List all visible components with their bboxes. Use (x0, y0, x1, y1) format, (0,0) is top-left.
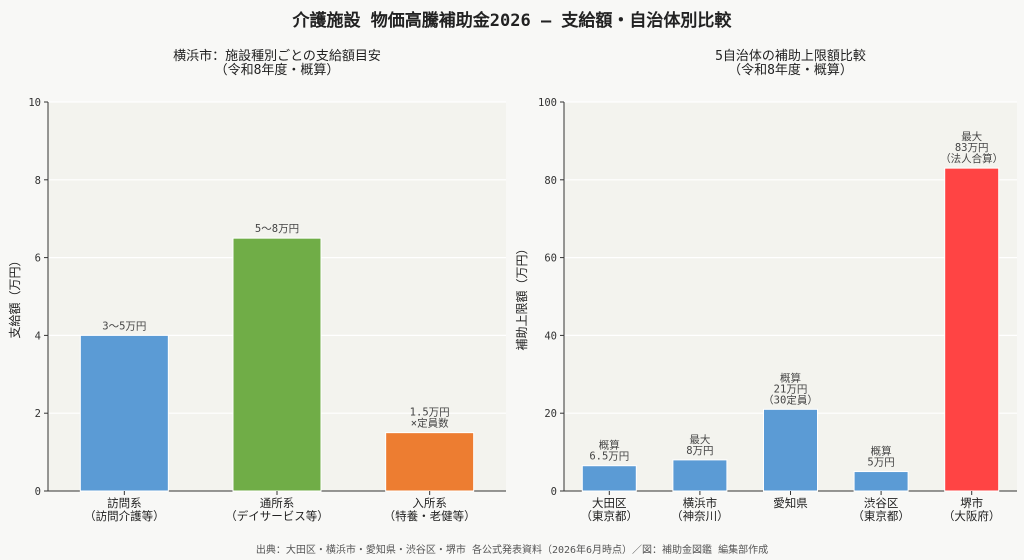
x-tick-label: 愛知県 (773, 496, 808, 510)
x-tick-label: （特養・老健等） (384, 509, 476, 523)
data-label: 83万円 (955, 142, 989, 154)
y-tick-label: 10 (28, 97, 41, 109)
y-tick-label: 60 (544, 253, 557, 265)
y-tick-label: 2 (35, 408, 41, 420)
y-tick-label: 100 (538, 97, 557, 109)
x-tick-label: （大阪府） (943, 509, 1001, 523)
x-tick-label: 堺市 (960, 496, 983, 510)
panel-title: （令和8年度・概算） (215, 62, 340, 78)
x-tick-label: （東京都） (852, 509, 910, 523)
bar (853, 471, 909, 492)
bar (763, 408, 818, 492)
data-label: 5〜8万円 (255, 223, 299, 235)
bar (672, 459, 728, 492)
panel-title: 横浜市：施設種別ごとの支給額目安 (173, 48, 381, 64)
data-label: 8万円 (686, 445, 713, 457)
y-tick-label: 20 (544, 408, 557, 420)
bar (385, 432, 475, 492)
figure-title: 介護施設 物価高騰補助金2026 ― 支給額・自治体別比較 (292, 11, 732, 31)
data-label: （法人合算） (940, 152, 1003, 165)
data-label: 概算 (871, 445, 892, 458)
data-label: 6.5万円 (589, 451, 629, 463)
chart-panel-1: 0 2 4 6 8 10 横浜市：施設種別ごとの支給額目安（令和8年度・概算） 支給額（万円）… (8, 48, 506, 523)
source-footer: 出典：大田区・横浜市・愛知県・渋谷区・堺市 各公式発表資料（2026年6月時点）… (255, 545, 769, 556)
bar (581, 465, 637, 492)
y-tick-label: 80 (544, 175, 557, 187)
y-tick-label: 0 (551, 486, 557, 498)
y-tick-label: 0 (35, 486, 41, 498)
y-axis-label: 支給額（万円） (8, 254, 22, 338)
data-label: 最大 (961, 130, 982, 143)
x-tick-label: （デイサービス等） (225, 509, 329, 523)
y-tick-label: 8 (35, 175, 41, 187)
y-axis-label: 補助上限額（万円） (515, 242, 529, 350)
panel-title: （令和8年度・概算） (728, 62, 853, 78)
x-tick-label: 入所系 (412, 496, 447, 510)
data-label: 概算 (599, 439, 620, 452)
x-tick-label: 大田区 (592, 496, 627, 510)
data-label: 1.5万円 (410, 407, 450, 419)
data-label: 3〜5万円 (102, 320, 146, 332)
chart-panel-2: 0 20 40 60 80 100 5自治体の補助上限額比較（令和8年度・概算） 補助上限額（… (515, 49, 1017, 523)
x-tick-label: （訪問介護等） (84, 509, 165, 523)
panel-title: 5自治体の補助上限額比較 (715, 49, 866, 64)
x-tick-label: 訪問系 (107, 496, 142, 510)
data-label: 5万円 (867, 457, 894, 469)
data-label: 概算 (780, 371, 801, 384)
x-tick-label: （神奈川） (671, 509, 729, 523)
y-tick-label: 4 (35, 330, 41, 342)
x-tick-label: （東京都） (581, 509, 639, 523)
x-tick-label: 通所系 (260, 496, 295, 510)
bar (232, 237, 322, 492)
bar (79, 334, 169, 492)
data-label: （30定員） (763, 393, 818, 406)
y-tick-label: 40 (544, 330, 557, 342)
data-label: ×定員数 (411, 417, 449, 430)
data-label: 21万円 (774, 383, 808, 395)
bar (944, 167, 1000, 492)
x-tick-label: 渋谷区 (864, 496, 899, 510)
data-label: 最大 (689, 433, 710, 446)
x-tick-label: 横浜市 (683, 496, 718, 510)
y-tick-label: 6 (35, 253, 41, 265)
